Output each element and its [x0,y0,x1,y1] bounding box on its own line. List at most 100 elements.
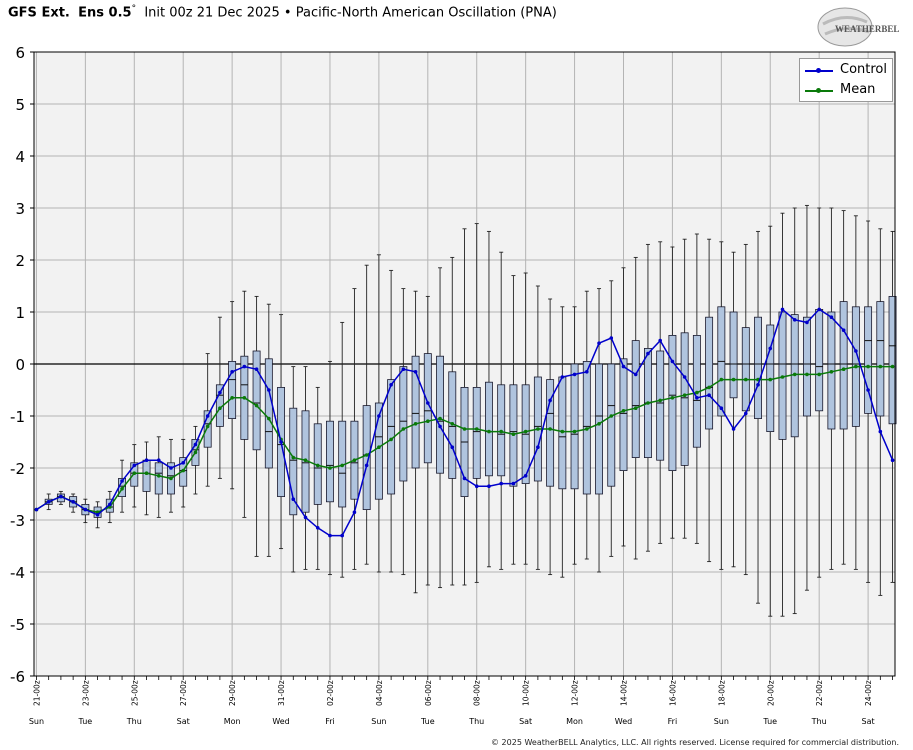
mean-point [328,466,332,470]
mean-point [695,390,699,395]
legend-item-control: Control [800,61,892,81]
box [399,366,408,482]
control-point [181,461,186,465]
mean-point [890,364,895,369]
x-tick-label: 31-00z [277,680,286,706]
mean-point [340,463,344,468]
mean-point [474,427,479,431]
control-point [731,427,736,431]
mean-point [829,370,834,374]
mean-point [193,450,198,455]
control-point [438,424,442,429]
box [436,355,444,474]
box [839,301,848,430]
mean-point [866,364,870,369]
chart-title: GFS Ext. Ens 0.5° Init 00z 21 Dec 2025 •… [8,4,557,20]
mean-point [768,377,773,382]
control-point [315,526,320,530]
box [472,386,481,479]
box [411,355,420,469]
mean-point [132,471,137,476]
box [326,420,334,503]
x-tick-label: 16-00z [668,680,677,706]
mean-point [572,429,577,434]
control-point [768,346,773,351]
mean-point [536,427,540,431]
control-point [279,440,283,444]
control-point [585,370,589,374]
mean-point [597,422,601,426]
mean-point [389,437,393,442]
title-rest: Init 00z 21 Dec 2025 • Pacific-North Ame… [144,5,557,21]
control-point [218,390,222,395]
box [607,363,616,487]
logo-text: WEATHERBELL [835,24,899,34]
control-point [34,507,39,512]
box [815,308,824,412]
control-point [108,502,112,507]
x-day-label: Sun [29,717,44,726]
box [570,363,579,490]
control-point [328,533,332,538]
control-point [719,406,724,411]
box [705,316,714,430]
x-day-label: Sat [519,717,532,726]
control-point [389,383,393,387]
control-point [670,359,675,364]
y-tick-label: -5 [10,616,25,634]
mean-point [205,424,210,429]
mean-point [413,422,418,426]
x-day-label: Wed [615,717,632,726]
box [656,350,665,461]
control-point [46,500,51,504]
box [619,358,628,471]
control-point [193,442,198,447]
x-tick-label: 25-00z [130,680,139,706]
x-day-label: Tue [762,717,777,726]
x-tick-label: 02-00z [326,680,335,706]
control-point [817,307,821,312]
mean-point [609,414,614,418]
control-point [474,484,479,489]
mean-point [181,468,186,473]
copyright-notice: © 2025 WeatherBELL Analytics, LLC. All r… [491,738,899,747]
mean-point [719,377,724,382]
mean-point [805,372,809,377]
control-point [890,458,895,463]
control-point [572,372,577,377]
y-tick-label: 4 [15,148,25,166]
control-point [95,513,100,517]
box [888,295,897,425]
control-point [878,429,883,434]
x-tick-label: 12-00z [571,680,580,706]
mean-point [670,396,675,400]
y-tick-label: 1 [15,304,25,322]
mean-point [780,375,785,379]
mean-point [156,474,161,478]
x-tick-label: 04-00z [375,680,384,706]
mean-point [487,429,491,434]
control-point [829,315,834,320]
control-point [303,515,308,520]
title-model: GFS Ext. [8,5,70,21]
legend: Control Mean [799,58,893,102]
control-point [291,497,296,502]
mean-point [352,458,357,463]
box [876,301,885,417]
control-point [169,466,173,470]
control-point [805,320,809,325]
control-point [352,510,357,514]
control-point [633,372,638,377]
x-tick-label: 20-00z [766,680,775,706]
mean-point [523,429,528,434]
mean-point [315,463,320,468]
x-day-label: Thu [811,717,827,726]
mean-point [303,458,308,463]
mean-point [633,406,638,411]
control-point [364,463,369,468]
control-point [658,338,662,343]
control-point [340,533,344,538]
x-tick-label: 06-00z [424,680,433,706]
x-tick-label: 22-00z [815,680,824,706]
